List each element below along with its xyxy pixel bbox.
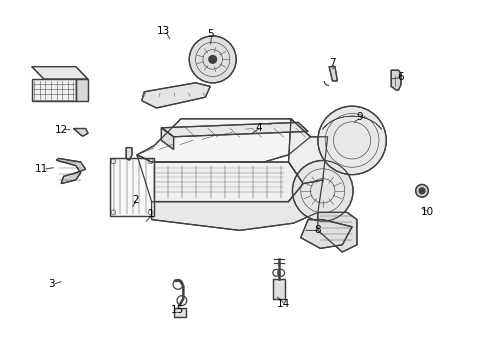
- Text: 14: 14: [276, 299, 290, 309]
- Polygon shape: [161, 128, 173, 149]
- Text: 4: 4: [255, 123, 262, 133]
- Circle shape: [292, 161, 352, 221]
- Polygon shape: [288, 119, 327, 184]
- Bar: [110, 158, 154, 216]
- Circle shape: [415, 184, 427, 197]
- Text: 12: 12: [54, 125, 68, 135]
- Polygon shape: [151, 180, 322, 230]
- Text: 3: 3: [48, 279, 55, 289]
- Text: 6: 6: [397, 72, 404, 82]
- Text: 2: 2: [132, 195, 139, 205]
- Bar: [173, 308, 185, 317]
- Text: 9: 9: [355, 112, 362, 122]
- Text: 10: 10: [421, 207, 433, 217]
- Polygon shape: [73, 129, 88, 136]
- Polygon shape: [137, 119, 310, 162]
- Circle shape: [208, 55, 216, 63]
- Text: 5: 5: [206, 29, 213, 39]
- Polygon shape: [161, 122, 307, 137]
- Text: 8: 8: [314, 225, 321, 235]
- Polygon shape: [126, 148, 132, 160]
- Polygon shape: [390, 70, 400, 90]
- Polygon shape: [137, 155, 303, 202]
- Circle shape: [189, 36, 236, 83]
- Circle shape: [317, 106, 386, 175]
- Text: 11: 11: [35, 164, 48, 174]
- Bar: [110, 158, 154, 216]
- Bar: [173, 308, 185, 317]
- Circle shape: [418, 188, 424, 194]
- Polygon shape: [317, 212, 356, 252]
- Polygon shape: [142, 83, 210, 108]
- Polygon shape: [56, 158, 85, 184]
- Bar: [272, 279, 285, 299]
- Text: 13: 13: [157, 26, 170, 36]
- Text: 7: 7: [328, 58, 335, 68]
- Text: 1: 1: [148, 209, 155, 219]
- Polygon shape: [32, 67, 88, 79]
- Bar: [272, 279, 285, 299]
- Polygon shape: [300, 220, 351, 248]
- Polygon shape: [328, 67, 337, 81]
- Text: 15: 15: [170, 305, 184, 315]
- Polygon shape: [32, 79, 76, 101]
- Polygon shape: [76, 79, 88, 101]
